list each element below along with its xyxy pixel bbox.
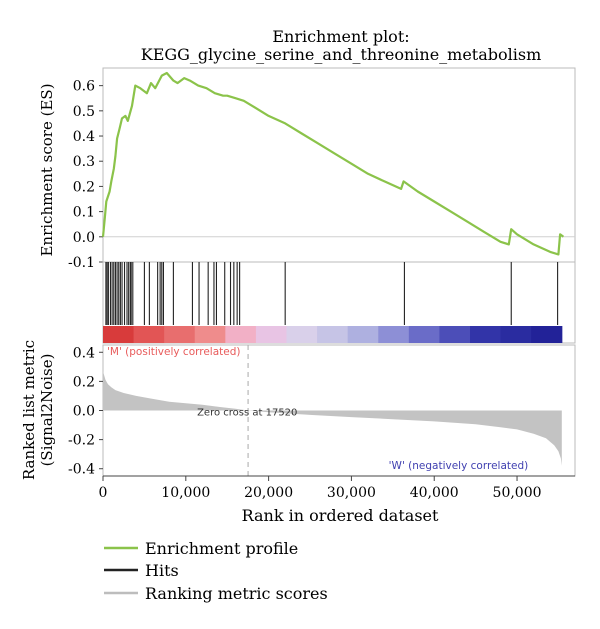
x-tick-label: 40,000: [410, 485, 459, 501]
heat-bar-segment: [103, 326, 135, 343]
x-tick-label: 10,000: [161, 485, 210, 501]
es-y-axis-label: Enrichment score (ES): [38, 83, 56, 256]
heat-bar-segment: [194, 326, 226, 343]
heat-bar-segment: [286, 326, 318, 343]
ranked-y-tick-label: 0.0: [73, 404, 95, 420]
ranked-y-tick-label: 0.2: [73, 374, 95, 390]
heat-bar-segment: [317, 326, 349, 343]
positive-correlated-label: 'M' (positively correlated): [107, 346, 241, 358]
es-y-tick-label: 0.6: [73, 79, 95, 95]
x-axis-label: Rank in ordered dataset: [242, 506, 439, 525]
es-y-tick-label: 0.4: [73, 129, 95, 145]
es-y-tick-label: 0.2: [73, 179, 95, 195]
legend-label-ranking: Ranking metric scores: [145, 584, 328, 603]
x-axis: 0 10,000 20,000 30,000 40,000 50,000: [99, 475, 575, 501]
ranked-y-axis-label-line2: (Signal2Noise): [38, 354, 56, 467]
heat-bar-segment: [500, 326, 532, 343]
heat-bar-segment: [470, 326, 502, 343]
legend-label-hits: Hits: [145, 561, 179, 580]
heat-bar: [103, 326, 563, 343]
heat-bar-segment: [255, 326, 288, 343]
x-tick-label: 0: [99, 485, 108, 501]
ranked-y-tick-label: -0.4: [68, 462, 95, 478]
es-panel-frame: [102, 67, 576, 263]
legend-label-enrichment: Enrichment profile: [145, 539, 298, 558]
heat-bar-segment: [408, 326, 441, 343]
ranked-y-tick-label: 0.4: [73, 345, 95, 361]
heat-bar-segment: [133, 326, 165, 343]
x-tick-label: 20,000: [244, 485, 293, 501]
heat-bar-segment: [164, 326, 196, 343]
ranked-y-tick-label: -0.2: [68, 433, 95, 449]
ranked-panel: 0.4 0.2 0.0 -0.2 -0.4 Zero cross at 17520 'M' …: [68, 344, 576, 478]
x-tick-label: 50,000: [493, 485, 542, 501]
chart-title-line1: Enrichment plot:: [272, 27, 409, 46]
negative-correlated-label: 'W' (negatively correlated): [389, 460, 529, 472]
ranking-metric-area: [103, 371, 562, 466]
es-panel: 0.6 0.5 0.4 0.3 0.2 0.1 0.0 -0.1: [68, 67, 576, 271]
es-y-tick-label: 0.5: [73, 104, 95, 120]
heat-bar-segment: [439, 326, 471, 343]
x-tick-label: 30,000: [327, 485, 376, 501]
heat-bar-segment: [225, 326, 257, 343]
heat-bar-segment: [378, 326, 410, 343]
heat-bar-segment: [347, 326, 379, 343]
es-y-tick-label: 0.3: [73, 154, 95, 170]
es-y-tick-label: 0.0: [73, 230, 95, 246]
es-y-tick-label: 0.1: [73, 205, 95, 221]
heat-bar-segment: [531, 326, 563, 343]
chart-title-line2: KEGG_glycine_serine_and_threonine_metabo…: [141, 45, 542, 64]
es-y-tick-label: -0.1: [68, 255, 95, 271]
zero-cross-label: Zero cross at 17520: [197, 408, 297, 419]
enrichment-profile-line: [101, 71, 565, 256]
ranked-y-axis-label-line1: Ranked list metric: [20, 340, 38, 480]
